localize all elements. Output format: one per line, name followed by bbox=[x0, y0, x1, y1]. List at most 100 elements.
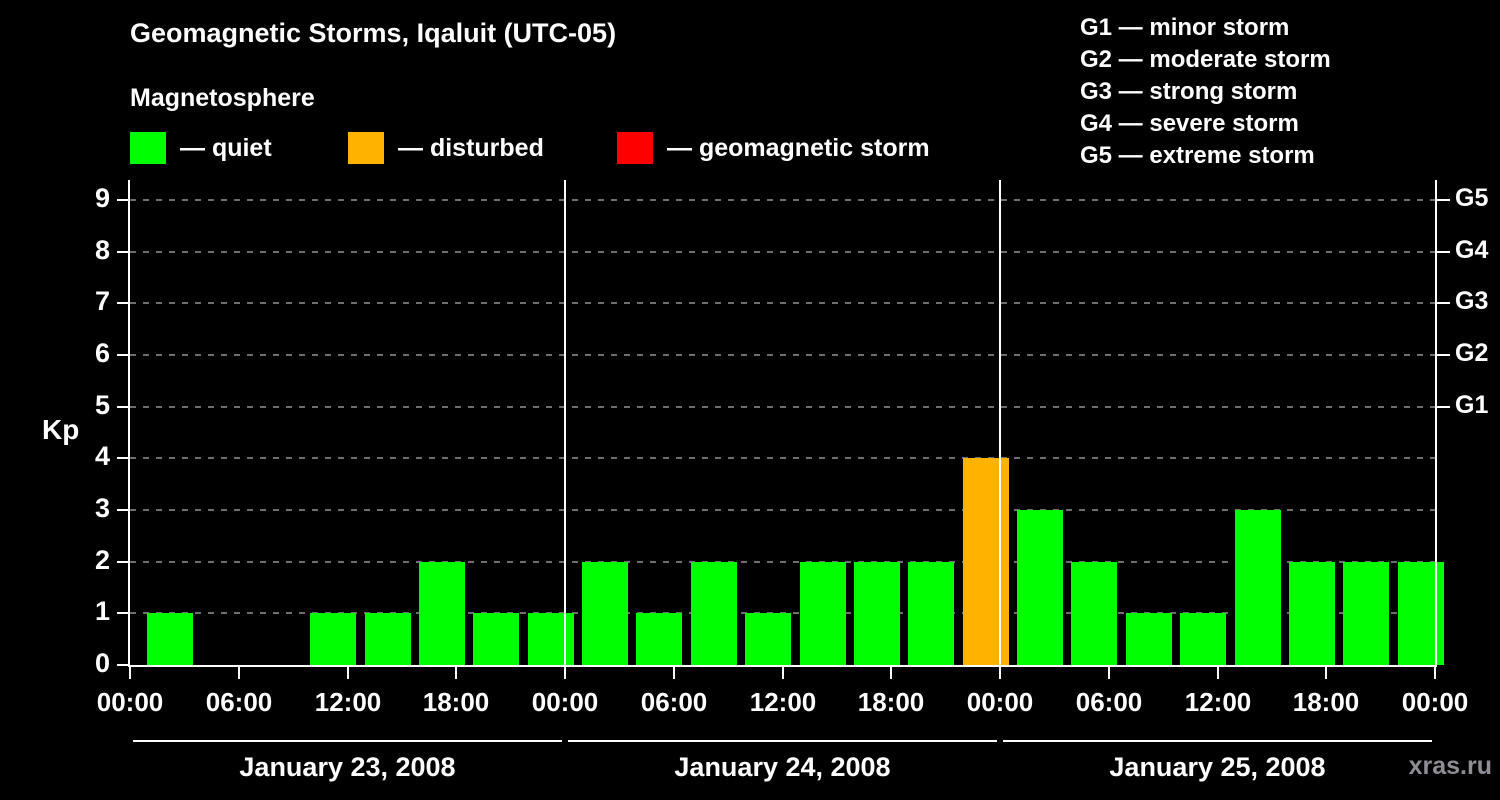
kp-bar bbox=[908, 562, 954, 665]
kp-bar bbox=[745, 613, 791, 665]
bottom-axis bbox=[128, 665, 1437, 667]
y-axis-tick bbox=[117, 509, 130, 511]
kp-bar bbox=[147, 613, 193, 665]
gridline bbox=[130, 561, 1435, 563]
x-axis-tick-label: 06:00 bbox=[1075, 687, 1143, 717]
y-axis-tick-label: 1 bbox=[94, 596, 110, 626]
storm-scale-line-1: G1 — minor storm bbox=[1080, 14, 1290, 41]
kp-bar bbox=[1071, 562, 1117, 665]
kp-bar bbox=[1398, 562, 1444, 665]
x-axis-tick-label: 18:00 bbox=[422, 687, 490, 717]
g-scale-label: G5 bbox=[1455, 184, 1489, 212]
x-axis-tick-label: 12:00 bbox=[1184, 687, 1252, 717]
legend-swatch-quiet bbox=[130, 132, 166, 164]
x-axis-tick-label: 18:00 bbox=[857, 687, 925, 717]
kp-bar bbox=[582, 562, 628, 665]
y-axis-tick bbox=[117, 561, 130, 563]
x-axis-tick bbox=[455, 667, 457, 679]
kp-bar bbox=[473, 613, 519, 665]
x-axis-tick bbox=[1325, 667, 1327, 679]
y-axis-title: Kp bbox=[42, 414, 80, 445]
g-scale-tick bbox=[1437, 302, 1450, 304]
kp-bar bbox=[1126, 613, 1172, 665]
x-axis-tick bbox=[782, 667, 784, 679]
g-scale-tick bbox=[1437, 251, 1450, 253]
x-axis-tick bbox=[1217, 667, 1219, 679]
kp-bar bbox=[1343, 562, 1389, 665]
y-axis-tick bbox=[117, 457, 130, 459]
storm-scale-line-2: G2 — moderate storm bbox=[1080, 46, 1331, 73]
gridline bbox=[130, 406, 1435, 408]
x-axis-tick-label: 00:00 bbox=[531, 687, 599, 717]
x-axis-tick bbox=[129, 667, 131, 679]
y-axis-tick-label: 0 bbox=[94, 648, 110, 678]
g-scale-label: G3 bbox=[1455, 287, 1489, 315]
legend-label-quiet: — quiet bbox=[180, 133, 272, 162]
x-axis-tick bbox=[347, 667, 349, 679]
day-separator bbox=[564, 180, 566, 665]
x-axis-tick-label: 12:00 bbox=[749, 687, 817, 717]
x-axis-tick-label: 18:00 bbox=[1292, 687, 1360, 717]
y-axis-tick-label: 7 bbox=[94, 286, 110, 316]
kp-bar bbox=[800, 562, 846, 665]
y-axis-tick bbox=[117, 302, 130, 304]
legend-swatch-storm bbox=[617, 132, 653, 164]
kp-bar bbox=[1289, 562, 1335, 665]
storm-scale-line-5: G5 — extreme storm bbox=[1080, 142, 1315, 169]
y-axis-tick bbox=[117, 199, 130, 201]
legend-label-storm: — geomagnetic storm bbox=[667, 133, 930, 162]
day-label: January 24, 2008 bbox=[674, 752, 891, 782]
y-axis-tick-label: 2 bbox=[94, 545, 110, 575]
y-axis-tick-label: 9 bbox=[94, 183, 110, 213]
day-label: January 25, 2008 bbox=[1109, 752, 1326, 782]
g-scale-tick bbox=[1437, 199, 1450, 201]
y-axis-tick bbox=[117, 354, 130, 356]
x-axis-tick bbox=[673, 667, 675, 679]
day-separator bbox=[999, 180, 1001, 665]
storm-scale-line-3: G3 — strong storm bbox=[1080, 78, 1298, 105]
g-scale-label: G2 bbox=[1455, 339, 1489, 367]
x-axis-tick-label: 06:00 bbox=[640, 687, 708, 717]
y-axis-tick bbox=[117, 251, 130, 253]
kp-bar bbox=[310, 613, 356, 665]
kp-bar bbox=[1017, 510, 1063, 665]
legend-item-disturbed: — disturbed bbox=[348, 131, 544, 165]
y-axis-tick-label: 3 bbox=[94, 493, 110, 523]
kp-bar bbox=[636, 613, 682, 665]
y-axis-tick-label: 4 bbox=[94, 441, 110, 471]
watermark: xras.ru bbox=[1408, 752, 1492, 780]
legend-swatch-disturbed bbox=[348, 132, 384, 164]
legend-item-storm: — geomagnetic storm bbox=[617, 131, 930, 165]
gridline bbox=[130, 509, 1435, 511]
x-axis-tick bbox=[564, 667, 566, 679]
x-axis-tick bbox=[999, 667, 1001, 679]
y-axis-tick-label: 8 bbox=[94, 235, 110, 265]
kp-bar bbox=[419, 562, 465, 665]
legend-item-quiet: — quiet bbox=[130, 131, 272, 165]
day-label: January 23, 2008 bbox=[239, 752, 456, 782]
kp-bar bbox=[1235, 510, 1281, 665]
y-axis-tick bbox=[117, 664, 130, 666]
x-axis-tick bbox=[1434, 667, 1436, 679]
gridline bbox=[130, 199, 1435, 201]
g-scale-tick bbox=[1437, 354, 1450, 356]
x-axis-tick bbox=[890, 667, 892, 679]
day-bracket bbox=[1003, 740, 1432, 742]
g-scale-tick bbox=[1437, 406, 1450, 408]
kp-bar bbox=[691, 562, 737, 665]
kp-bar bbox=[365, 613, 411, 665]
kp-bar bbox=[854, 562, 900, 665]
x-axis-tick-label: 00:00 bbox=[96, 687, 164, 717]
kp-bar bbox=[528, 613, 574, 665]
x-axis-tick-label: 12:00 bbox=[314, 687, 382, 717]
g-scale-label: G1 bbox=[1455, 391, 1489, 419]
x-axis-tick-label: 00:00 bbox=[966, 687, 1034, 717]
page-title: Geomagnetic Storms, Iqaluit (UTC-05) bbox=[130, 18, 617, 48]
kp-bar bbox=[963, 458, 1009, 665]
gridline bbox=[130, 457, 1435, 459]
x-axis-tick-label: 00:00 bbox=[1401, 687, 1469, 717]
left-axis bbox=[128, 180, 130, 667]
gridline bbox=[130, 302, 1435, 304]
x-axis-tick bbox=[238, 667, 240, 679]
